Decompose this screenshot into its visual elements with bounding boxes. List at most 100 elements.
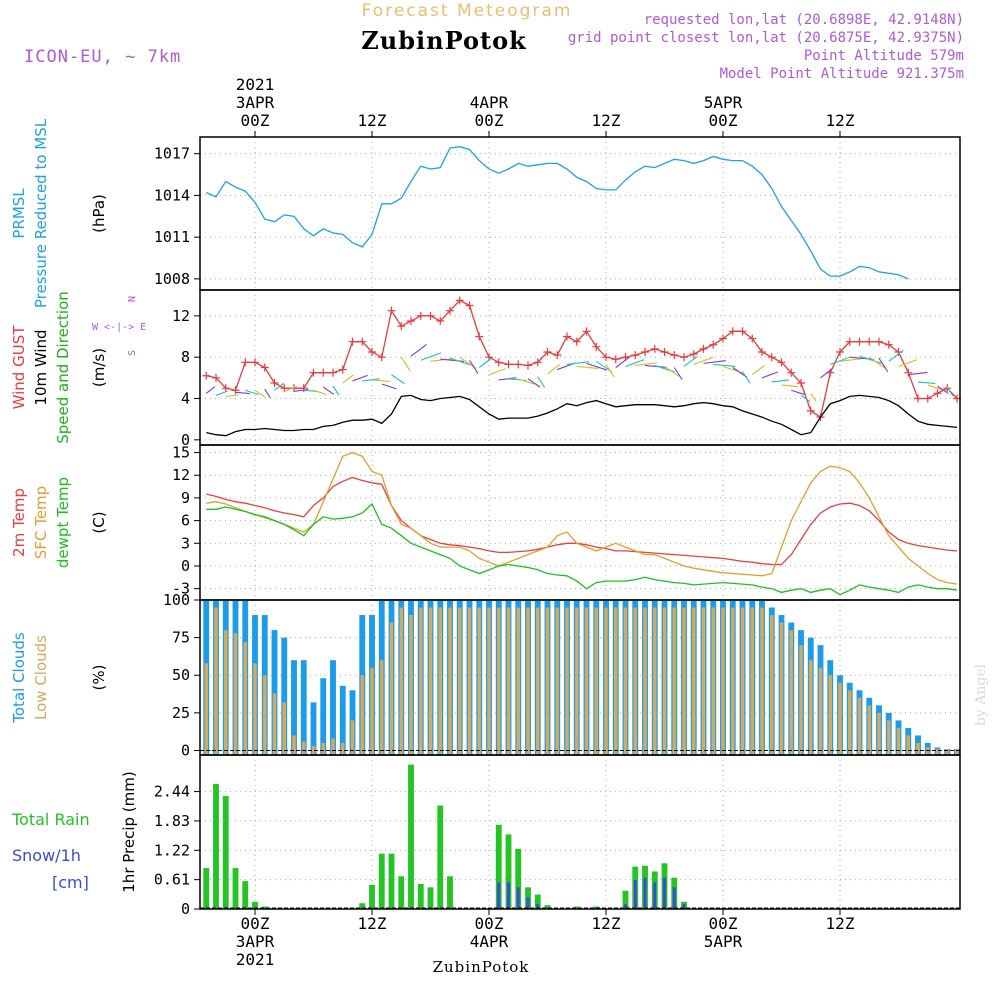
bar-clouds-b — [438, 607, 443, 755]
gust-marker — [309, 368, 318, 377]
wind-direction-arrow — [946, 386, 954, 397]
bar-clouds-b — [613, 607, 618, 755]
bar-clouds-b — [867, 705, 872, 755]
bar-clouds-b — [574, 607, 579, 755]
bar-clouds-b — [301, 741, 306, 755]
wind-direction-arrow — [781, 384, 798, 388]
compass-west-east: W <-|-> E — [92, 322, 146, 333]
bar-clouds-b — [535, 607, 540, 755]
gust-marker — [358, 337, 367, 346]
bar-clouds-b — [604, 607, 608, 755]
series-line-pressure-0 — [206, 146, 909, 280]
wind-direction-arrow — [693, 356, 714, 365]
bar-precip-b — [663, 877, 666, 909]
bar-precip-a — [495, 824, 502, 909]
wind-direction-arrow — [664, 366, 680, 377]
bar-clouds-b — [243, 642, 248, 755]
bar-clouds-b — [711, 607, 716, 755]
gust-marker — [641, 348, 649, 356]
bar-clouds-b — [516, 607, 521, 755]
bar-clouds-b — [682, 607, 686, 755]
y-axis-label: SFC Temp — [32, 486, 50, 559]
wind-direction-arrow — [703, 360, 726, 364]
unit-label: (m/s) — [90, 348, 108, 387]
bar-clouds-b — [730, 607, 735, 755]
y-tick-label: -3 — [172, 580, 190, 598]
bar-clouds-b — [565, 607, 569, 755]
wind-direction-arrow — [381, 383, 397, 390]
y-tick-label: 0.61 — [154, 871, 190, 889]
wind-direction-arrow — [205, 386, 216, 394]
wind-direction-arrow — [342, 374, 354, 384]
gust-marker — [943, 384, 952, 393]
y-tick-label: 0 — [181, 741, 190, 759]
bar-clouds-b — [594, 607, 599, 755]
gust-marker — [348, 337, 357, 346]
panel-precip — [194, 754, 961, 910]
bar-precip-b — [507, 882, 510, 909]
panel-pressure — [194, 136, 961, 291]
wind-direction-arrow — [400, 356, 411, 372]
bar-precip-b — [536, 904, 540, 909]
bar-clouds-b — [906, 735, 911, 755]
series-line-temperature-1 — [206, 451, 958, 585]
unit-label: (C) — [90, 511, 108, 533]
gust-marker — [543, 348, 552, 356]
gust-marker — [533, 358, 542, 367]
gust-marker — [758, 348, 766, 356]
wind-direction-arrow — [751, 365, 765, 376]
y-tick-label: 25 — [172, 704, 190, 722]
top-time-label: 00Z — [241, 111, 270, 130]
bar-clouds-b — [467, 607, 472, 755]
y-tick-label: 1008 — [154, 270, 190, 288]
gust-marker — [884, 340, 893, 349]
bar-clouds-a — [339, 685, 346, 755]
bar-clouds-b — [506, 607, 511, 755]
bottom-time-label: 2021 — [236, 950, 275, 969]
requested-coordinates: requested lon,lat (20.6898E, 42.9148N) — [644, 12, 964, 28]
gust-marker — [446, 306, 454, 315]
location-title: ZubinPotok — [361, 26, 527, 55]
bar-clouds-b — [652, 607, 657, 755]
bar-clouds-b — [496, 607, 501, 755]
bar-clouds-b — [886, 720, 891, 755]
bar-clouds-a — [281, 637, 288, 755]
gust-marker — [582, 327, 591, 336]
gust-marker — [504, 360, 513, 369]
top-time-label: 2021 — [236, 75, 275, 94]
gust-marker — [797, 379, 805, 387]
panel-frame — [199, 136, 961, 291]
bar-clouds-a — [271, 630, 278, 755]
footer-location: ZubinPotok — [433, 958, 530, 976]
bar-clouds-b — [955, 748, 959, 755]
unit-label: (%) — [90, 665, 108, 691]
wind-direction-arrow — [644, 364, 668, 368]
meteogram-title: Forecast Meteogram — [362, 1, 573, 21]
bar-precip-a — [447, 876, 453, 909]
gust-marker — [865, 337, 874, 346]
wind-direction-arrow — [917, 381, 936, 385]
bar-clouds-a — [291, 660, 297, 755]
bar-clouds-b — [399, 607, 404, 755]
unit-label: 1hr Precip (mm) — [120, 771, 138, 892]
gust-marker — [553, 351, 562, 360]
bar-precip-b — [516, 887, 520, 909]
bar-clouds-b — [477, 607, 482, 755]
wind-direction-arrow — [566, 361, 590, 365]
bar-clouds-b — [223, 630, 228, 755]
bar-clouds-b — [448, 607, 452, 755]
y-axis-label: dewpt Temp — [54, 477, 72, 568]
unit-label: (hPa) — [90, 194, 108, 233]
gust-marker — [572, 337, 581, 346]
bar-clouds-b — [321, 742, 326, 755]
bar-precip-b — [633, 880, 637, 909]
wind-direction-arrow — [898, 359, 918, 367]
y-tick-label: 50 — [172, 666, 190, 684]
wind-direction-arrow — [810, 393, 817, 402]
bar-clouds-b — [370, 667, 374, 755]
gust-marker — [787, 368, 796, 377]
bar-clouds-b — [233, 633, 238, 755]
bar-clouds-b — [340, 742, 345, 755]
bar-clouds-a — [300, 660, 307, 755]
y-axis-label: Speed and Direction — [54, 291, 72, 444]
